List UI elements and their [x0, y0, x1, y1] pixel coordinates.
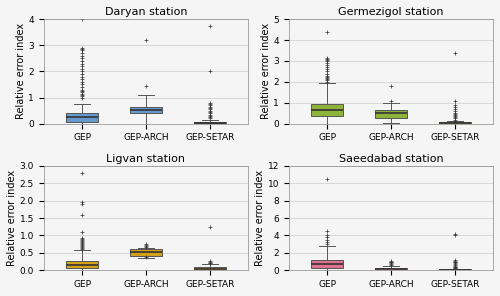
- Title: Daryan station: Daryan station: [104, 7, 187, 17]
- PathPatch shape: [194, 122, 226, 123]
- Y-axis label: Relative error index: Relative error index: [16, 23, 26, 120]
- PathPatch shape: [194, 267, 226, 270]
- Title: Ligvan station: Ligvan station: [106, 154, 186, 164]
- Y-axis label: Relative error index: Relative error index: [7, 170, 17, 266]
- PathPatch shape: [311, 260, 343, 268]
- PathPatch shape: [66, 261, 98, 268]
- PathPatch shape: [375, 268, 407, 270]
- Y-axis label: Relative error index: Relative error index: [255, 170, 265, 266]
- PathPatch shape: [130, 107, 162, 113]
- Y-axis label: Relative error index: Relative error index: [260, 23, 270, 120]
- PathPatch shape: [375, 110, 407, 118]
- PathPatch shape: [130, 250, 162, 256]
- PathPatch shape: [66, 113, 98, 122]
- Title: Germezigol station: Germezigol station: [338, 7, 444, 17]
- PathPatch shape: [311, 104, 343, 116]
- Title: Saeedabad station: Saeedabad station: [338, 154, 444, 164]
- PathPatch shape: [439, 269, 470, 270]
